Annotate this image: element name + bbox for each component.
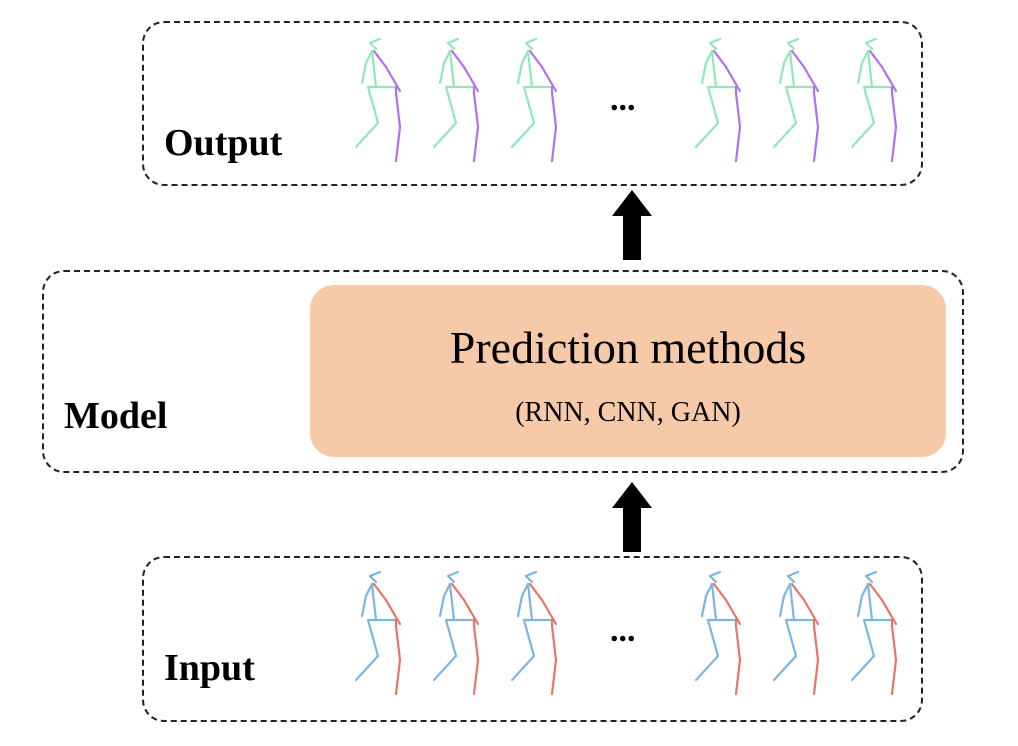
prediction-methods-title: Prediction methods bbox=[449, 322, 807, 373]
input-pose-skeleton-icon bbox=[432, 570, 480, 696]
prediction-methods-subtitle: (RNN, CNN, GAN) bbox=[515, 397, 741, 428]
model-panel: Model Prediction methods (RNN, CNN, GAN) bbox=[42, 270, 964, 473]
output-pose-skeleton-icon bbox=[432, 37, 480, 163]
arrow-up-icon bbox=[612, 190, 652, 260]
input-pose-skeleton-icon bbox=[850, 570, 898, 696]
output-panel: Output ... bbox=[142, 21, 923, 186]
output-ellipsis: ... bbox=[610, 81, 636, 118]
output-pose-skeleton-icon bbox=[354, 37, 402, 163]
output-pose-skeleton-icon bbox=[694, 37, 742, 163]
arrow-up-icon bbox=[612, 482, 652, 552]
prediction-methods-box: Prediction methods (RNN, CNN, GAN) bbox=[310, 285, 946, 457]
input-pose-skeleton-icon bbox=[694, 570, 742, 696]
input-pose-skeleton-icon bbox=[772, 570, 820, 696]
output-pose-skeleton-icon bbox=[850, 37, 898, 163]
input-panel: Input ... bbox=[142, 556, 923, 722]
input-label: Input bbox=[164, 647, 255, 689]
output-label: Output bbox=[164, 122, 283, 164]
output-pose-skeleton-icon bbox=[772, 37, 820, 163]
model-label: Model bbox=[64, 395, 168, 437]
output-pose-skeleton-icon bbox=[510, 37, 558, 163]
input-pose-skeleton-icon bbox=[510, 570, 558, 696]
input-pose-skeleton-icon bbox=[354, 570, 402, 696]
input-ellipsis: ... bbox=[610, 612, 636, 649]
